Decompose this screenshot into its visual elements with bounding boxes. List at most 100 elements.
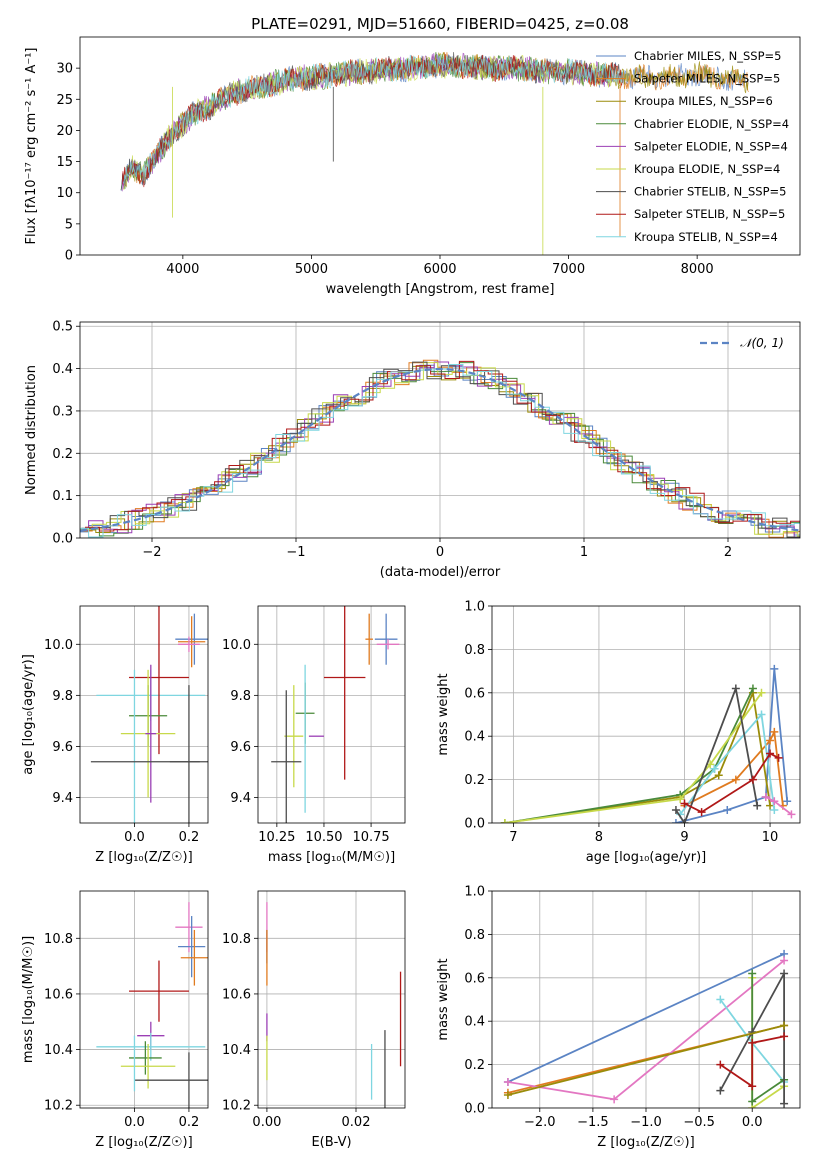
weight_vs_age-panel: 7 8 9 10 0.0 0.2 0.4 0.6 0.8 1.0 age [log₁₀(age/yr… xyxy=(436,600,801,865)
error-bar-point xyxy=(365,613,373,665)
y-tick-label: 9.4 xyxy=(230,791,251,806)
weight-marker xyxy=(770,727,779,736)
weight-line xyxy=(504,692,763,823)
error-bar-point xyxy=(134,1052,208,1108)
y-tick-label: 1.0 xyxy=(464,885,485,900)
x-tick-label: 0.0 xyxy=(124,1115,145,1130)
spectrum-plot-area xyxy=(120,51,749,255)
x-tick-label: 1 xyxy=(580,545,588,560)
x-tick-label: 0.2 xyxy=(179,1115,200,1130)
weight-marker xyxy=(753,801,762,810)
weight-marker xyxy=(757,710,766,719)
x-tick-label: 7000 xyxy=(552,262,585,277)
y-tick-label: 10.0 xyxy=(222,638,251,653)
legend-entry: Chabrier MILES, N_SSP=5 xyxy=(634,49,781,63)
y-axis-label: Flux [fλ10⁻¹⁷ erg cm⁻² s⁻¹ A⁻¹] xyxy=(24,48,39,245)
y-tick-label: 20 xyxy=(56,124,73,139)
x-tick-label: −1.5 xyxy=(577,1115,609,1130)
y-tick-label: 1.0 xyxy=(464,600,485,615)
weight-marker xyxy=(748,1097,757,1106)
weight-series xyxy=(761,792,796,819)
weight-marker xyxy=(748,969,757,978)
y-tick-label: 9.4 xyxy=(52,791,73,806)
error-bar-point xyxy=(120,1044,176,1089)
error-bar-point xyxy=(175,613,208,665)
y-tick-label: 10.4 xyxy=(222,1043,251,1058)
weight-marker xyxy=(780,969,789,978)
weight-line xyxy=(507,1024,785,1096)
legend-entry: Salpeter STELIB, N_SSP=5 xyxy=(634,207,785,221)
error-bar-point xyxy=(178,616,206,668)
weight-marker xyxy=(761,792,770,801)
residuals-plot-area xyxy=(80,322,800,538)
error-bar-point xyxy=(374,613,398,665)
weight-marker xyxy=(671,819,680,823)
weight-marker xyxy=(770,805,779,814)
weight-marker xyxy=(500,819,509,823)
x-tick-label: −2.0 xyxy=(524,1115,556,1130)
y-tick-label: 10.6 xyxy=(222,987,251,1002)
y-tick-label: 0.2 xyxy=(52,447,73,462)
weight-marker xyxy=(671,805,680,814)
axes-frame xyxy=(79,36,801,256)
error-bar-point xyxy=(323,606,366,780)
axes-frame xyxy=(491,605,801,824)
y-tick-label: 10 xyxy=(56,186,73,201)
error-bar-point xyxy=(284,685,304,788)
x-tick-label: 0.02 xyxy=(342,1115,371,1130)
x-tick-label: 10 xyxy=(762,830,779,845)
weight-marker xyxy=(770,797,779,806)
y-tick-label: 0.6 xyxy=(464,971,485,986)
y-tick-label: 9.6 xyxy=(52,740,73,755)
error-bar-point xyxy=(145,664,157,803)
weight-line xyxy=(719,1035,785,1089)
error-bar-point xyxy=(129,960,189,1022)
x-tick-label: 10.25 xyxy=(258,830,295,845)
histogram-step xyxy=(80,361,800,538)
error-bar-point xyxy=(129,606,189,755)
histogram-step xyxy=(80,364,800,536)
weight-marker xyxy=(710,764,719,773)
x-tick-label: 0 xyxy=(436,545,444,560)
weight_vs_Z-panel: −2.0 −1.5 −1.0 −0.5 0.0 0.0 0.2 0.4 0.6 0.8 1.0 Z [… xyxy=(436,885,801,1150)
weight-marker xyxy=(748,1038,757,1047)
weight-line xyxy=(504,689,771,823)
legend-entry: Salpeter MILES, N_SSP=5 xyxy=(634,72,780,86)
weight-marker xyxy=(610,1095,619,1104)
axes-frame xyxy=(79,605,209,824)
weight-marker xyxy=(780,1032,789,1041)
weight-line xyxy=(507,953,785,1083)
y-tick-label: 0.1 xyxy=(52,489,73,504)
y-axis-label: mass weight xyxy=(436,958,451,1040)
error-bar-point xyxy=(271,690,302,823)
axes-frame xyxy=(79,321,801,539)
x-tick-label: 2 xyxy=(724,545,732,560)
x-axis-label: Z [log₁₀(Z/Z☉)] xyxy=(95,850,192,865)
y-tick-label: 0.4 xyxy=(52,362,73,377)
weight-marker xyxy=(697,808,706,817)
y-tick-label: 0.4 xyxy=(464,1015,485,1030)
mass_vs_Z-plot-area xyxy=(80,891,208,1108)
y-tick-label: 0.0 xyxy=(52,532,73,547)
y-tick-label: 10.8 xyxy=(222,932,251,947)
weight-marker xyxy=(770,664,779,673)
y-axis-label: mass [log₁₀(M/M☉)] xyxy=(21,936,36,1063)
weight-marker xyxy=(780,1099,789,1108)
x-axis-label: Z [log₁₀(Z/Z☉)] xyxy=(597,1135,694,1150)
legend-entry: Chabrier ELODIE, N_SSP=4 xyxy=(634,117,789,131)
x-axis-label: age [log₁₀(age/yr)] xyxy=(586,850,707,865)
y-tick-label: 10.2 xyxy=(222,1099,251,1114)
legend-entry: Kroupa ELODIE, N_SSP=4 xyxy=(634,162,780,176)
weight-marker xyxy=(787,810,796,819)
weight-series xyxy=(500,688,766,823)
y-tick-label: 9.8 xyxy=(52,689,73,704)
weight-marker xyxy=(723,805,732,814)
y-tick-label: 0 xyxy=(65,249,73,264)
histogram-step xyxy=(80,364,800,538)
x-axis-label: E(B-V) xyxy=(311,1135,351,1150)
x-axis-label: wavelength [Angstrom, rest frame] xyxy=(326,282,555,297)
x-tick-label: 0.00 xyxy=(252,1115,281,1130)
error-bar-point xyxy=(175,902,203,953)
x-tick-label: 4000 xyxy=(166,262,199,277)
y-tick-label: 15 xyxy=(56,155,73,170)
